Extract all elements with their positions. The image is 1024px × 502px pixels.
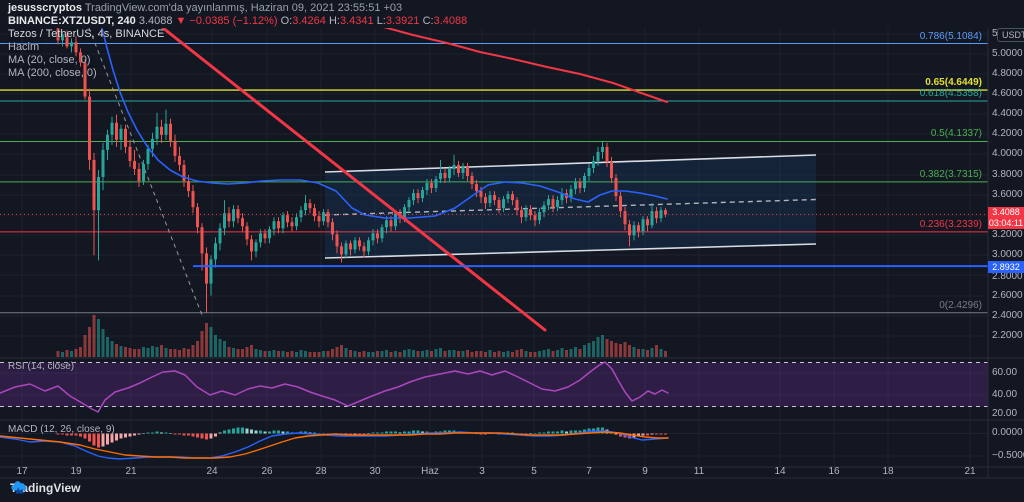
main-pane	[0, 28, 988, 357]
last-price: 3.4088	[138, 15, 173, 27]
open-label: O:	[280, 15, 293, 27]
high-value: 3.4341	[339, 15, 374, 27]
low-value: 3.3921	[385, 15, 420, 27]
descending-trendline	[161, 28, 547, 332]
rsi-tick[interactable]: 20.00	[992, 408, 1018, 419]
time-tick[interactable]: 11	[693, 466, 705, 477]
fib-level-label: 0.5(4.1337)	[930, 128, 982, 140]
publish-info: jesusscryptos TradingView.com'da yayınla…	[8, 2, 402, 14]
price-axis-unit[interactable]: USDT	[997, 28, 1024, 42]
close-value: 3.4088	[433, 15, 468, 27]
rsi-tick[interactable]: 40.00	[992, 389, 1018, 400]
legend-volume[interactable]: Hacim	[8, 41, 40, 53]
macd-signal-line	[0, 431, 669, 459]
candlesticks	[56, 28, 667, 313]
price-tick[interactable]: 2.8000	[992, 271, 1023, 282]
time-tick[interactable]: 26	[261, 466, 273, 477]
fib-level-label: 0.786(5.1084)	[919, 30, 982, 42]
tradingview-brand[interactable]: TradingView	[10, 481, 80, 495]
fib-level-label: 0.65(4.6449)	[925, 77, 982, 89]
time-tick[interactable]: Haz	[421, 466, 439, 477]
time-tick[interactable]: 28	[315, 466, 327, 477]
macd-line	[0, 430, 669, 460]
low-label: L:	[376, 15, 386, 27]
high-label: H:	[328, 15, 340, 27]
fib-anchor-trendline	[88, 28, 203, 316]
fib-level-label: 0(2.4296)	[939, 299, 982, 311]
chart-legend-title[interactable]: Tezos / TetherUS, 4s, BINANCE	[8, 28, 165, 40]
time-tick[interactable]: 24	[206, 466, 218, 477]
author-name: jesusscryptos	[8, 2, 82, 14]
time-tick[interactable]: 9	[642, 466, 648, 477]
price-tick[interactable]: 3.0000	[992, 249, 1023, 260]
price-tick[interactable]: 5	[992, 28, 998, 39]
time-tick[interactable]: 16	[828, 466, 840, 477]
price-tick[interactable]: 4.8000	[992, 68, 1023, 79]
price-tick[interactable]: 5.0000	[992, 48, 1023, 59]
time-tick[interactable]: 3	[479, 466, 485, 477]
rsi-label[interactable]: RSI (14, close)	[8, 361, 75, 372]
time-tick[interactable]: 30	[369, 466, 381, 477]
fib-level-label: 0.618(4.5358)	[919, 88, 982, 100]
fib-level-label: 0.236(3.2339)	[919, 218, 982, 230]
volume-bars	[56, 315, 667, 357]
legend-ma20[interactable]: MA (20, close, 0)	[8, 54, 91, 66]
time-tick[interactable]: 21	[964, 466, 976, 477]
hline-price-value: 2.8932	[992, 262, 1020, 272]
price-tick[interactable]: 4.6000	[992, 88, 1023, 99]
time-tick[interactable]: 14	[774, 466, 786, 477]
price-tick[interactable]: 2.2000	[992, 330, 1023, 341]
price-tick[interactable]: 3.8000	[992, 169, 1023, 180]
time-tick[interactable]: 19	[70, 466, 82, 477]
close-label: C:	[422, 15, 434, 27]
macd-label[interactable]: MACD (12, 26, close, 9)	[8, 424, 115, 435]
price-tick[interactable]: 2.4000	[992, 310, 1023, 321]
macd-tick[interactable]: −0.5000	[992, 450, 1024, 461]
time-tick[interactable]: 17	[16, 466, 28, 477]
legend-ma200[interactable]: MA (200, close, 0)	[8, 67, 97, 79]
price-change: −0.0385 (−1.12%)	[189, 15, 278, 27]
time-tick[interactable]: 5	[531, 466, 537, 477]
bar-countdown: 03:04:11	[988, 218, 1024, 228]
last-price-axis-label: 3.4088 03:04:11	[988, 207, 1024, 229]
tradingview-logo-icon	[11, 481, 27, 494]
macd-pane	[0, 427, 669, 460]
rsi-line	[0, 361, 669, 413]
ma200-line	[383, 28, 668, 103]
time-tick[interactable]: 21	[125, 466, 137, 477]
time-tick[interactable]: 18	[882, 466, 894, 477]
rsi-pane	[0, 361, 988, 413]
price-tick[interactable]: 2.6000	[992, 290, 1023, 301]
price-tick[interactable]: 4.4000	[992, 108, 1023, 119]
open-value: 3.4264	[292, 15, 326, 27]
macd-tick[interactable]: 0.0000	[992, 427, 1023, 438]
rsi-tick[interactable]: 60.00	[992, 367, 1018, 378]
parallel-channel	[324, 154, 817, 259]
price-tick[interactable]: 4.0000	[992, 148, 1023, 159]
change-arrow-icon: ▼	[175, 15, 187, 27]
symbol-name: BINANCE:XTZUSDT, 240	[8, 15, 136, 27]
symbol-info-bar: BINANCE:XTZUSDT, 240 3.4088 ▼ −0.0385 (−…	[8, 15, 467, 27]
price-tick[interactable]: 3.6000	[992, 189, 1023, 200]
price-tick[interactable]: 3.2000	[992, 229, 1023, 240]
fib-level-label: 0.382(3.7315)	[919, 168, 982, 180]
hline-axis-label: 2.8932	[988, 261, 1024, 273]
last-price-value: 3.4088	[992, 207, 1020, 217]
fib-retracement-lines	[0, 43, 988, 314]
ma20-line	[101, 28, 668, 219]
tradingview-brand-text: TradingView	[10, 481, 81, 495]
price-tick[interactable]: 4.2000	[992, 128, 1023, 139]
time-tick[interactable]: 7	[586, 466, 592, 477]
publish-meta: TradingView.com'da yayınlanmış, Haziran …	[81, 2, 403, 14]
